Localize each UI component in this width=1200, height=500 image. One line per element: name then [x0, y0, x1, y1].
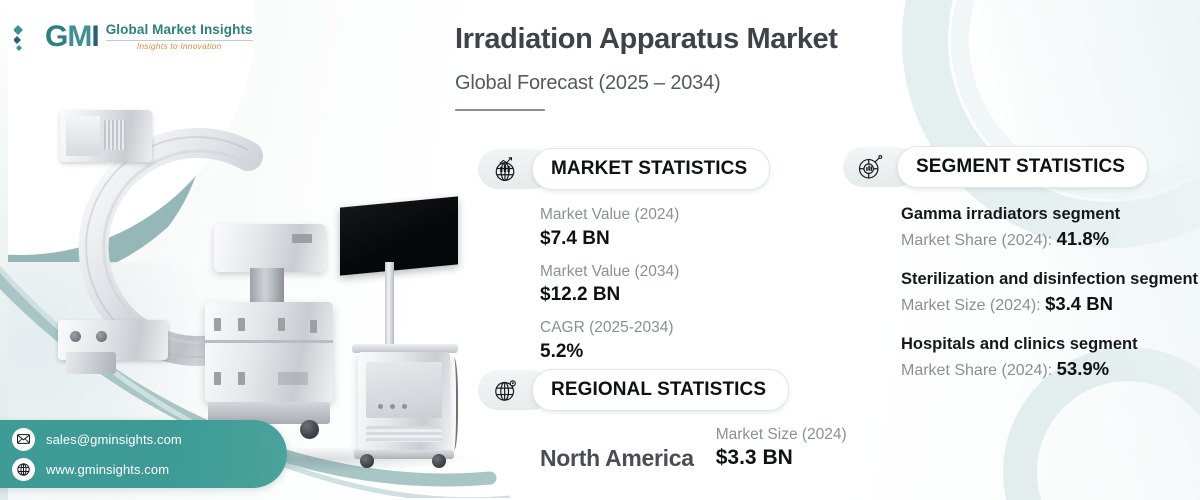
contact-email: sales@gminsights.com [46, 431, 182, 447]
c-arm-ring [52, 122, 302, 372]
market-stat-value: $12.2 BN [540, 284, 621, 306]
market-stat-row: CAGR (2025-2034) 5.2% [540, 318, 770, 365]
region-metric-value: $3.3 BN [715, 446, 793, 470]
page-title: Irradiation Apparatus Market [455, 23, 838, 55]
gantry-vent [292, 234, 312, 243]
contact-website-row[interactable]: www.gminsights.com [12, 457, 287, 481]
segment-metric: Market Share (2024): 41.8% [901, 227, 1200, 252]
cart-led-3 [402, 404, 407, 409]
segment-metric-value: $3.4 BN [1045, 293, 1113, 315]
logo-letter-m: M [67, 20, 92, 53]
segment-item: Hospitals and clinics segment Market Sha… [901, 334, 1200, 382]
generator-cart [205, 302, 333, 402]
segment-name: Hospitals and clinics segment [901, 335, 1138, 354]
detector-grill [104, 120, 126, 150]
market-stat-value: 5.2% [540, 341, 584, 363]
cart-base [208, 402, 330, 424]
contact-website: www.gminsights.com [46, 461, 170, 477]
segment-metric-label: Market Size (2024): [901, 297, 1046, 315]
market-statistics-pill: MARKET STATISTICS [478, 148, 771, 190]
globe-pin-icon [484, 370, 526, 410]
logo-company-name: Global Market Insights [105, 22, 253, 38]
market-stat-label: CAGR (2025-2034) [540, 319, 674, 337]
segment-metric: Market Share (2024): 53.9% [901, 357, 1200, 382]
title-underline [455, 108, 545, 112]
market-statistics-heading: MARKET STATISTICS [532, 148, 771, 190]
monitor-cable [448, 358, 458, 450]
monitor-cart-vent [366, 426, 442, 442]
monitor-cart-base [354, 450, 454, 459]
display-monitor [340, 196, 458, 276]
cart-vent-2 [238, 318, 245, 331]
segment-name: Gamma irradiators segment [901, 205, 1121, 223]
logo-letter-i: I [91, 20, 99, 53]
cart-led-1 [378, 404, 383, 409]
logo-letter-g: G [45, 20, 68, 53]
emitter-port-left [70, 331, 81, 342]
cart-seam [205, 340, 333, 343]
segment-item: Sterilization and disinfection segment M… [901, 269, 1200, 317]
market-statistics-section: MARKET STATISTICS Market Value (2024) $7… [478, 148, 771, 375]
monitor-cart-panel [366, 362, 442, 418]
segment-statistics-heading: SEGMENT STATISTICS [897, 146, 1149, 188]
segment-metric-label: Market Share (2024): [901, 232, 1057, 250]
logo-divider [105, 39, 253, 41]
emitter-base [66, 352, 116, 374]
monitor-pole [385, 262, 394, 348]
regional-statistics-heading: REGIONAL STATISTICS [532, 369, 790, 411]
cart-vent-6 [238, 372, 245, 385]
detector-face [66, 116, 100, 156]
market-stat-value: $7.4 BN [540, 227, 610, 249]
market-stat-label: Market Value (2024) [540, 206, 680, 223]
segment-statistics-rows: Gamma irradiators segment Market Share (… [901, 204, 1200, 382]
brand-logo[interactable]: GMI Global Market Insights Insights to I… [14, 22, 253, 52]
gantry-neck [250, 268, 284, 304]
market-statistics-rows: Market Value (2024) $7.4 BN Market Value… [540, 205, 770, 365]
envelope-icon [12, 427, 35, 451]
regional-statistics-rows: North America Market Size (2024) $3.3 BN [540, 425, 847, 471]
monitor-wheel-right [432, 454, 446, 468]
market-stat-row: Market Value (2024) $7.4 BN [540, 205, 770, 252]
segment-name: Sterilization and disinfection segment [901, 270, 1199, 289]
globe-icon [12, 457, 35, 481]
gantry-arm [214, 224, 326, 272]
cart-vent-4 [310, 320, 317, 333]
logo-abbreviation: GMI [45, 20, 100, 53]
contact-email-row[interactable]: sales@gminsights.com [12, 427, 287, 451]
header: Irradiation Apparatus Market Global Fore… [455, 23, 1155, 112]
region-metric: Market Size (2024) $3.3 BN [716, 425, 847, 471]
segment-metric-value: 53.9% [1056, 358, 1110, 380]
emitter-port-right [96, 331, 107, 342]
segment-statistics-section: SEGMENT STATISTICS Gamma irradiators seg… [843, 146, 1200, 399]
segment-metric-label: Market Share (2024): [901, 362, 1057, 380]
region-name: North America [540, 444, 694, 471]
logo-tagline: Insights to Innovation [136, 40, 222, 51]
region-metric-label: Market Size (2024) [715, 426, 847, 443]
market-stat-row: Market Value (2034) $12.2 BN [540, 262, 770, 309]
contact-banner: sales@gminsights.com www.gminsights.com [0, 420, 287, 488]
segment-item: Gamma irradiators segment Market Share (… [901, 204, 1200, 252]
gmi-logo-icon [14, 22, 38, 52]
market-stat-label: Market Value (2034) [540, 262, 680, 280]
cart-vent-3 [278, 318, 285, 331]
page-subtitle: Global Forecast (2025 – 2034) [455, 71, 721, 94]
segment-metric-value: 41.8% [1056, 228, 1110, 250]
monitor-cart-top [352, 344, 458, 353]
segment-metric: Market Size (2024): $3.4 BN [901, 292, 1200, 317]
cart-vent-5 [214, 372, 221, 385]
monitor-wheel-left [360, 454, 374, 468]
regional-statistics-section: REGIONAL STATISTICS North America Market… [478, 369, 847, 471]
donut-chart-target-icon [849, 147, 891, 187]
segment-statistics-pill: SEGMENT STATISTICS [843, 146, 1149, 188]
regional-statistics-pill: REGIONAL STATISTICS [478, 369, 790, 411]
cart-wheel-right [300, 420, 319, 439]
globe-bar-chart-icon [484, 149, 526, 189]
cart-led-2 [390, 404, 395, 409]
cart-vent-1 [214, 318, 221, 331]
cart-vent-7 [278, 372, 308, 385]
